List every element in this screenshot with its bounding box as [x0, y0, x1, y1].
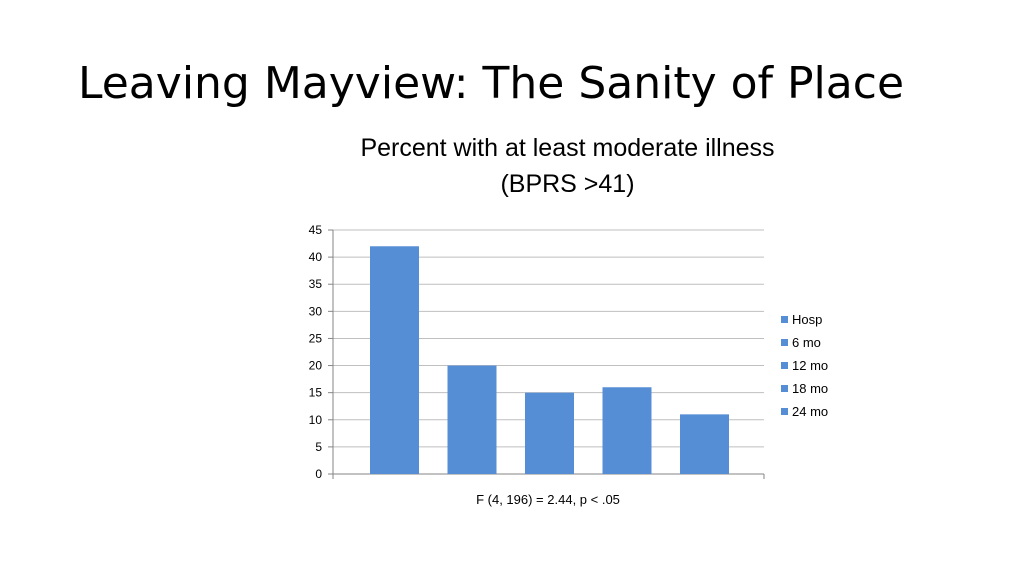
slide-title: Leaving Mayview: The Sanity of Place [78, 58, 905, 109]
bar-12-mo [525, 392, 574, 474]
legend-swatch [781, 316, 788, 323]
legend-swatch [781, 408, 788, 415]
bars [370, 246, 729, 474]
bar-18-mo [602, 387, 652, 474]
legend-swatch [781, 339, 788, 346]
axes: 0 5 10 15 20 25 30 35 40 45 [309, 223, 765, 481]
legend-label: 18 mo [792, 381, 828, 396]
y-tick-label: 35 [309, 277, 323, 291]
y-tick-label: 10 [309, 413, 323, 427]
chart-title-line-2: (BPRS >41) [500, 170, 635, 198]
chart-title: Percent with at least moderate illness (… [300, 130, 835, 202]
legend-swatch [781, 362, 788, 369]
y-tick-label: 20 [309, 359, 323, 373]
legend-swatch [781, 385, 788, 392]
y-tick-label: 45 [309, 223, 323, 237]
legend-label: 6 mo [792, 335, 821, 350]
bar-6-mo [447, 365, 497, 474]
bar-24-mo [680, 414, 729, 474]
y-tick-label: 15 [309, 386, 323, 400]
y-tick-label: 5 [315, 440, 322, 454]
chart-title-line-1: Percent with at least moderate illness [360, 134, 775, 162]
legend-label: 24 mo [792, 404, 828, 419]
x-axis-label: F (4, 196) = 2.44, p < .05 [476, 492, 620, 507]
legend-label: 12 mo [792, 358, 828, 373]
y-tick-label: 30 [309, 304, 323, 318]
y-tick-label: 40 [309, 250, 323, 264]
bar-hosp [370, 246, 419, 474]
y-tick-label: 0 [315, 467, 322, 481]
legend: Hosp 6 mo 12 mo 18 mo 24 mo [781, 312, 828, 419]
legend-label: Hosp [792, 312, 822, 327]
y-tick-label: 25 [309, 331, 323, 345]
